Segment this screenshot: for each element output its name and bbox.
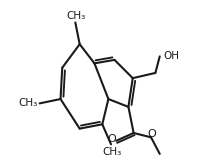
Text: OH: OH [164, 50, 180, 61]
Text: CH₃: CH₃ [19, 98, 38, 108]
Text: O: O [148, 129, 156, 139]
Text: CH₃: CH₃ [102, 147, 122, 157]
Text: CH₃: CH₃ [67, 11, 86, 21]
Text: O: O [107, 134, 116, 144]
